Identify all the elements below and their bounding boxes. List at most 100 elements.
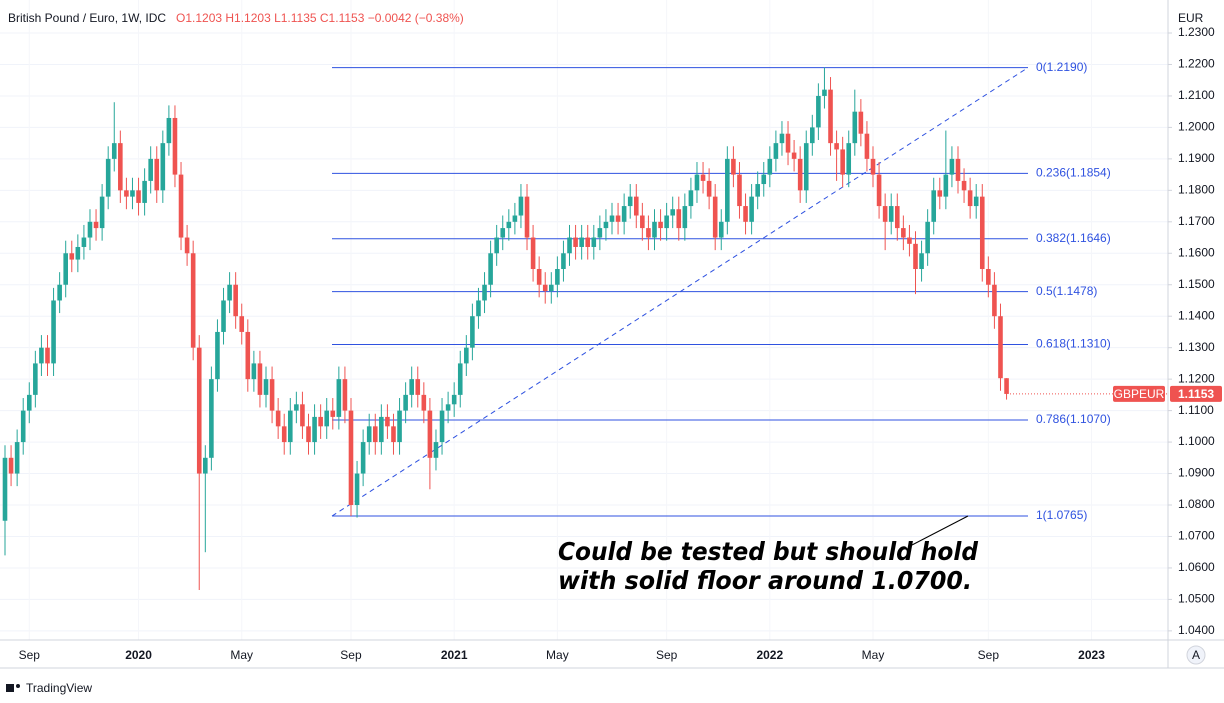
y-tick-label: 1.0900	[1178, 466, 1215, 480]
candle-body	[609, 215, 615, 222]
candle-body	[196, 347, 202, 474]
candle-body	[555, 269, 560, 285]
candle-body	[524, 196, 530, 238]
candle-body	[190, 253, 196, 348]
y-tick-label: 1.1100	[1178, 403, 1214, 417]
candle-body	[500, 228, 506, 238]
candle-body	[749, 196, 754, 222]
candle-body	[287, 410, 293, 443]
candle-body	[682, 206, 688, 229]
candle-body	[215, 331, 220, 380]
y-tick-label: 1.2100	[1178, 88, 1215, 102]
x-tick-label: 2020	[125, 648, 152, 662]
candle-body	[2, 457, 8, 521]
y-tick-label: 1.1800	[1178, 183, 1215, 197]
y-tick-label: 1.0800	[1178, 497, 1215, 511]
candle-body	[439, 410, 445, 443]
candle-body	[318, 416, 323, 427]
candle-body	[973, 196, 979, 207]
y-tick-label: 1.1900	[1178, 151, 1215, 165]
candle-body	[761, 174, 767, 185]
footer-brand: TradingView	[26, 681, 92, 695]
candle-body	[75, 246, 81, 260]
candle-body	[864, 133, 870, 159]
annotation-pointer	[911, 515, 969, 546]
candle-body	[348, 410, 354, 506]
fib-retracement: 0(1.2190) 0.236(1.1854) 0.382(1.1646) 0.5(1…	[331, 60, 1111, 522]
candle-body	[324, 410, 330, 427]
y-tick-label: 1.1200	[1178, 371, 1215, 385]
ohlc-legend: O1.1203 H1.1203 L1.1135 C1.1153 −0.0042 …	[176, 11, 464, 25]
candle-body	[979, 196, 985, 270]
y-tick-label: 1.1400	[1178, 308, 1215, 322]
x-tick-label: Sep	[978, 648, 1000, 662]
candle-body	[294, 404, 299, 411]
candle-body	[300, 404, 305, 427]
candle-body	[221, 300, 226, 332]
candle-body	[26, 394, 32, 411]
candle-body	[354, 473, 360, 506]
auto-scale-button[interactable]: A	[1186, 645, 1206, 665]
candle-body	[925, 221, 930, 254]
candle-body	[403, 394, 408, 411]
annotation-line: with solid floor around 1.0700.	[558, 566, 972, 595]
button-label[interactable]: A	[1192, 648, 1200, 662]
candle-body	[816, 95, 821, 128]
candle-body	[961, 180, 967, 191]
candle-body	[718, 221, 724, 238]
candle-body	[93, 221, 99, 229]
y-tick-label: 1.2300	[1178, 25, 1215, 39]
logo-mark	[16, 684, 20, 688]
candle-body	[518, 196, 524, 216]
candle-body	[640, 215, 645, 229]
candle-body	[445, 404, 451, 411]
candle-body	[360, 442, 366, 474]
candle-body	[494, 237, 499, 254]
candle-body	[810, 127, 815, 144]
candle-body	[275, 410, 281, 427]
candle-body	[573, 237, 578, 247]
candle-body	[882, 206, 888, 222]
candle-body	[39, 347, 44, 364]
candle-body	[907, 237, 912, 244]
candle-body	[664, 215, 669, 229]
x-tick-label: 2021	[441, 648, 468, 662]
candle-body	[834, 143, 839, 150]
candle-body	[512, 215, 518, 222]
candle-body	[506, 221, 512, 229]
candle-body	[585, 237, 591, 247]
candle-body	[178, 174, 184, 238]
candle-body	[579, 237, 584, 247]
chart-title: British Pound / Euro, 1W, IDC	[8, 11, 166, 25]
candle-body	[81, 237, 87, 247]
candle-body	[712, 196, 718, 238]
candle-body	[482, 284, 487, 301]
candle-body	[561, 253, 566, 270]
candle-body	[955, 158, 961, 181]
fib-label: 0.382(1.1646)	[1036, 231, 1111, 245]
button-bg[interactable]	[1186, 645, 1206, 665]
fib-label: 0.5(1.1478)	[1036, 284, 1097, 298]
candle-body	[415, 379, 421, 395]
candle-body	[464, 347, 469, 364]
candle-body	[476, 300, 481, 317]
candle-body	[591, 237, 597, 247]
candle-body	[530, 237, 536, 270]
candles	[2, 67, 1009, 590]
candle-body	[245, 331, 251, 380]
candle-body	[342, 379, 348, 411]
candle-body	[567, 237, 572, 254]
logo-mark	[6, 684, 14, 692]
candle-body	[773, 143, 779, 159]
x-tick-label: Sep	[340, 648, 362, 662]
candle-body	[269, 379, 275, 411]
candle-body	[549, 284, 554, 292]
candle-body	[688, 190, 694, 207]
candle-body	[858, 111, 864, 134]
candle-body	[949, 158, 955, 175]
tradingview-logo: TradingView	[6, 681, 92, 695]
y-tick-label: 1.0700	[1178, 529, 1215, 543]
candle-body	[239, 316, 245, 332]
candle-body	[184, 237, 190, 254]
